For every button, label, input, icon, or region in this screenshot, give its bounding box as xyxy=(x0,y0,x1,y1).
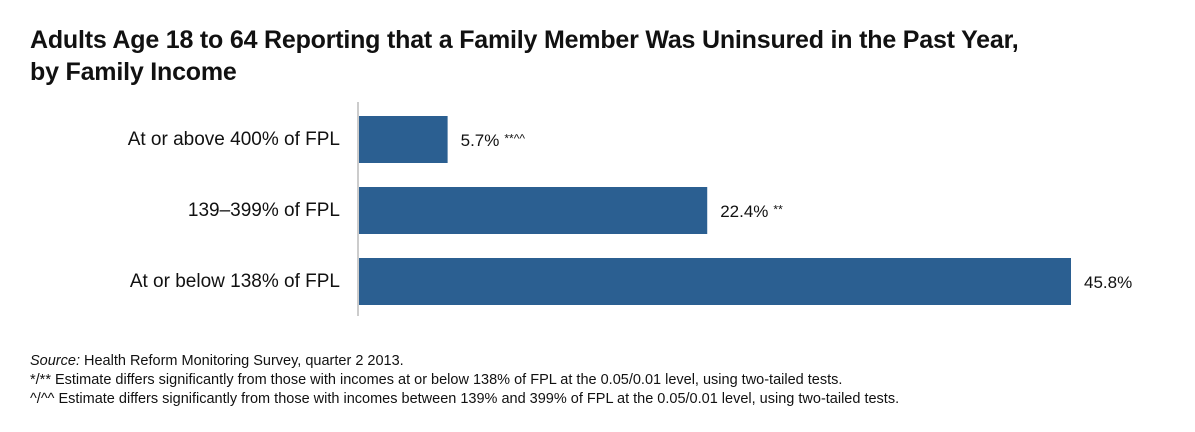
source-text: Health Reform Monitoring Survey, quarter… xyxy=(79,353,404,369)
chart-title-line2: by Family Income xyxy=(30,58,237,86)
significance-label-2: ** xyxy=(773,203,783,217)
bar-2 xyxy=(359,187,708,234)
chart-notes: Source: Health Reform Monitoring Survey,… xyxy=(30,352,1180,409)
value-label-1: 5.7% xyxy=(461,131,500,150)
bar-chart: At or above 400% of FPL 5.7% **^^ 139–399% … xyxy=(128,102,1132,316)
bar-1 xyxy=(359,116,448,163)
source-label: Source: xyxy=(30,353,80,369)
category-label-3: At or below 138% of FPL xyxy=(130,271,340,292)
category-label-2: 139–399% of FPL xyxy=(188,200,340,221)
significance-label-1: **^^ xyxy=(504,132,525,146)
bar-3 xyxy=(359,258,1071,305)
value-label-2: 22.4% xyxy=(720,202,768,221)
chart-title: Adults Age 18 to 64 Reporting that a Fam… xyxy=(30,24,1180,88)
source-note: Source: Health Reform Monitoring Survey,… xyxy=(30,352,1180,371)
chart-title-line1: Adults Age 18 to 64 Reporting that a Fam… xyxy=(30,26,1019,54)
category-label-1: At or above 400% of FPL xyxy=(128,129,340,150)
value-label-3: 45.8% xyxy=(1084,273,1132,292)
significance-note-2: ^/^^ Estimate differs significantly from… xyxy=(30,391,900,407)
significance-note-1: */** Estimate differs significantly from… xyxy=(30,372,843,388)
